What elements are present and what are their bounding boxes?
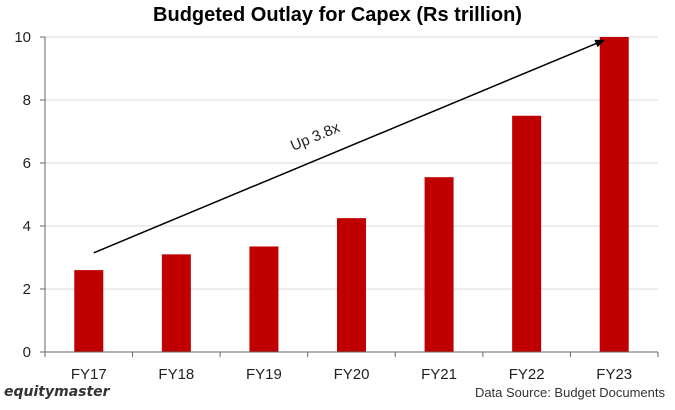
data-source-note: Data Source: Budget Documents — [474, 385, 665, 400]
y-tick-label-4: 4 — [23, 218, 31, 235]
x-tick-label-FY19: FY19 — [246, 366, 282, 383]
bars — [74, 37, 629, 352]
growth-arrow — [93, 39, 606, 254]
bar-FY17 — [74, 270, 104, 352]
axes — [40, 36, 659, 357]
bar-FY23 — [599, 37, 629, 352]
growth-annotation-label: Up 3.8x — [288, 119, 343, 155]
labels: 0 2 4 6 8 10 FY17 FY18 FY19 FY20 FY21 FY22 FY23 — [14, 29, 632, 383]
y-tick-label-0: 0 — [23, 344, 31, 361]
y-tick-label-8: 8 — [23, 92, 31, 109]
x-tick-label-FY17: FY17 — [71, 366, 107, 383]
bar-FY21 — [424, 177, 454, 352]
y-tick-label-10: 10 — [14, 29, 31, 46]
x-tick-label-FY18: FY18 — [158, 366, 194, 383]
x-tick-label-FY20: FY20 — [334, 366, 370, 383]
bar-FY18 — [161, 254, 191, 352]
y-tick-label-6: 6 — [23, 155, 31, 172]
y-tick-label-2: 2 — [23, 281, 31, 298]
chart-title: Budgeted Outlay for Capex (Rs trillion) — [153, 4, 522, 26]
x-tick-label-FY22: FY22 — [509, 366, 545, 383]
bar-FY20 — [337, 218, 366, 352]
x-tick-label-FY23: FY23 — [596, 366, 632, 383]
bar-FY19 — [249, 246, 279, 352]
bar-FY22 — [512, 115, 542, 352]
x-tick-label-FY21: FY21 — [421, 366, 457, 383]
brand-logo-text: equitymaster — [4, 384, 110, 400]
